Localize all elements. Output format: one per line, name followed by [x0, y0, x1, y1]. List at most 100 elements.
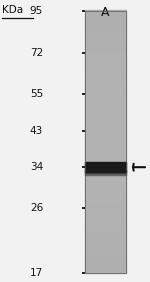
Bar	[85, 73, 126, 75]
Bar	[85, 161, 126, 163]
Bar	[85, 111, 126, 113]
Bar	[85, 221, 126, 223]
Bar	[85, 266, 126, 268]
Bar	[85, 197, 126, 198]
Bar	[85, 105, 126, 106]
Bar	[85, 90, 126, 92]
Bar	[85, 97, 126, 98]
Bar	[85, 141, 126, 143]
Bar	[85, 236, 126, 237]
Bar	[85, 118, 126, 119]
Bar	[85, 185, 126, 186]
Bar	[85, 107, 126, 109]
Bar	[85, 210, 126, 211]
Bar	[85, 65, 126, 67]
Bar	[85, 25, 126, 26]
Bar	[85, 35, 126, 37]
Bar	[85, 223, 126, 224]
Bar	[85, 131, 126, 133]
Bar	[85, 139, 126, 140]
Bar	[85, 115, 126, 117]
Bar	[85, 162, 126, 164]
Bar	[85, 195, 126, 197]
Text: 72: 72	[30, 48, 43, 58]
Bar	[85, 144, 126, 146]
Bar	[85, 239, 126, 240]
Bar	[85, 19, 126, 21]
Bar	[85, 10, 126, 12]
Bar	[85, 69, 126, 71]
Bar	[85, 134, 126, 135]
Bar	[85, 114, 126, 115]
Bar	[85, 168, 126, 169]
Bar	[85, 248, 126, 249]
Bar	[85, 160, 126, 161]
Bar	[85, 173, 126, 175]
Bar	[85, 246, 126, 248]
Bar	[85, 98, 126, 100]
Bar	[85, 157, 126, 159]
Bar	[85, 18, 126, 20]
Bar	[85, 191, 126, 193]
Bar	[85, 245, 126, 247]
Bar	[85, 138, 126, 139]
Bar	[85, 140, 126, 142]
Bar	[85, 237, 126, 239]
Bar	[85, 263, 126, 265]
Bar	[85, 16, 126, 17]
Bar	[85, 40, 126, 42]
Bar	[85, 204, 126, 206]
Bar	[85, 113, 126, 114]
Bar	[85, 269, 126, 270]
Bar	[85, 198, 126, 199]
Bar	[85, 30, 126, 32]
Bar	[85, 149, 126, 151]
Bar	[85, 194, 126, 195]
Bar	[85, 166, 126, 168]
Bar	[85, 92, 126, 93]
Bar	[85, 169, 126, 171]
Bar	[85, 207, 126, 209]
Bar	[85, 158, 126, 160]
Bar	[85, 215, 126, 217]
Bar	[85, 224, 126, 226]
Bar	[85, 93, 126, 94]
Bar	[85, 267, 126, 269]
Bar	[85, 255, 126, 257]
Bar	[85, 123, 126, 125]
Bar	[85, 228, 126, 230]
Bar	[85, 54, 126, 55]
Bar	[85, 122, 126, 123]
Text: 43: 43	[30, 126, 43, 136]
Bar	[85, 170, 126, 172]
Bar	[85, 46, 126, 47]
Bar	[85, 216, 126, 218]
Bar	[85, 21, 126, 22]
Bar	[85, 153, 126, 155]
Bar	[85, 259, 126, 261]
Bar	[85, 130, 126, 131]
Bar	[85, 202, 126, 203]
Bar	[85, 88, 126, 89]
Bar	[85, 244, 126, 245]
Bar	[85, 162, 126, 172]
Bar	[85, 124, 126, 126]
Bar	[85, 132, 126, 134]
Bar	[85, 94, 126, 96]
Bar	[85, 68, 126, 70]
Bar	[85, 76, 126, 78]
Bar	[85, 240, 126, 241]
Bar	[85, 28, 126, 30]
Bar	[85, 172, 126, 175]
Bar	[85, 116, 126, 118]
Bar	[85, 235, 126, 236]
Bar	[85, 13, 126, 14]
Bar	[85, 102, 126, 104]
Bar	[85, 219, 126, 221]
Bar	[85, 213, 126, 215]
Bar	[85, 100, 126, 101]
Bar	[85, 44, 126, 46]
Bar	[85, 249, 126, 251]
Bar	[85, 155, 126, 156]
Bar	[85, 227, 126, 228]
